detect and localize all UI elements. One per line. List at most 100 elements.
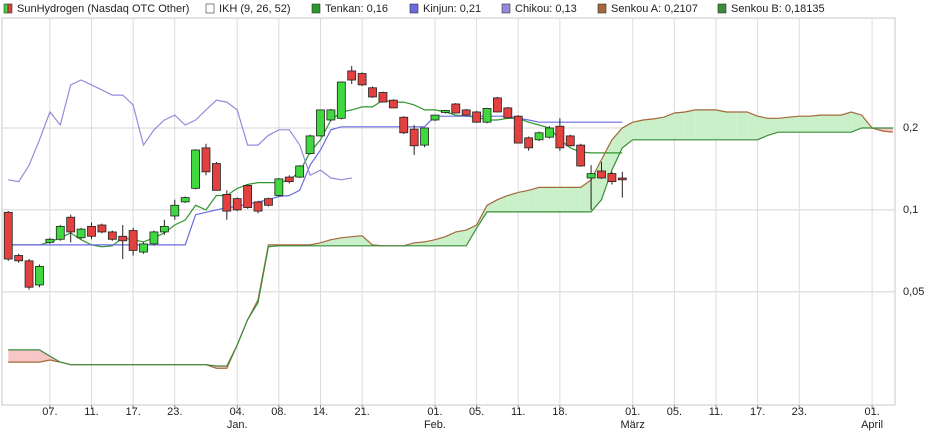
x-tick-label: 08. <box>271 406 286 418</box>
cloud-fill <box>820 115 831 133</box>
candle-body <box>66 216 76 233</box>
y-tick-label: 0,05 <box>903 286 924 298</box>
x-tick-label: 14. <box>313 406 328 418</box>
indicator-line <box>8 79 352 183</box>
cloud-fill <box>8 349 19 363</box>
x-tick-label: 01. <box>625 406 640 418</box>
x-tick-label: 17. <box>125 406 140 418</box>
candle-body <box>399 116 409 134</box>
cloud-fill <box>809 115 821 133</box>
cloud-fill <box>580 179 592 212</box>
candle-body <box>420 127 429 146</box>
candle-body <box>388 99 398 109</box>
candle-body <box>534 132 544 141</box>
cloud-fill <box>726 111 737 140</box>
x-tick-label: 05. <box>469 406 484 418</box>
candle-body <box>326 109 336 121</box>
cloud-fill <box>768 118 779 136</box>
legend-label: Tenkan: 0,16 <box>325 3 388 15</box>
x-tick-label: 11. <box>84 406 98 418</box>
cloud-fill <box>611 127 623 171</box>
legend-swatch <box>501 3 511 14</box>
candle-body <box>274 178 284 196</box>
cloud-fill <box>840 111 852 133</box>
candle-body <box>493 97 502 113</box>
candle-body <box>3 211 13 260</box>
legend-swatch <box>3 3 9 14</box>
candle-body <box>347 70 357 81</box>
candle-body <box>586 173 596 179</box>
candle-body <box>524 137 534 149</box>
legend-label: Senkou B: 0,18135 <box>731 3 825 15</box>
candle-body <box>409 128 419 147</box>
candle-body <box>201 147 211 173</box>
candle-body <box>482 107 492 123</box>
cloud-fill <box>39 349 50 363</box>
legend-label: IKH (9, 26, 52) <box>219 3 291 15</box>
candle-body <box>597 170 606 179</box>
candle-body <box>607 173 617 183</box>
plot-frame <box>1 17 896 406</box>
candle-body <box>336 81 346 119</box>
cloud-fill <box>29 349 40 363</box>
x-tick-label: 17. <box>750 406 765 418</box>
cloud-fill <box>497 195 508 212</box>
cloud-fill <box>559 187 571 212</box>
candle-body <box>451 103 461 114</box>
candle-body <box>24 260 34 288</box>
cloud-fill <box>778 117 789 133</box>
legend-swatch <box>205 3 215 14</box>
candle-body <box>472 111 482 123</box>
cloud-fill <box>18 349 30 363</box>
candle-body <box>357 73 367 86</box>
legend-swatch <box>409 3 419 14</box>
candle-body <box>284 176 294 183</box>
candle-body <box>440 110 450 113</box>
legend: SunHydrogen (Nasdaq OTC Other) IKH (9, 26… <box>3 3 825 15</box>
candle-body <box>513 115 523 144</box>
candle-body <box>191 149 200 189</box>
cloud-fill <box>445 231 456 246</box>
candle-body <box>295 165 305 178</box>
x-tick-label: 04. <box>230 406 245 418</box>
cloud-fill <box>424 239 435 246</box>
candle-body <box>222 194 232 212</box>
candle-body <box>212 163 221 191</box>
candle-body <box>545 127 554 138</box>
candle-body <box>316 109 325 137</box>
candle-body <box>97 224 107 233</box>
cloud-fill <box>528 187 540 212</box>
cloud-fill <box>351 235 363 246</box>
candle-body <box>430 114 440 121</box>
x-month-label: April <box>861 419 883 431</box>
x-month-label: Feb. <box>424 419 446 431</box>
legend-swatch <box>7 3 13 14</box>
cloud-fill <box>653 117 664 140</box>
y-tick-label: 0,2 <box>903 122 918 134</box>
candle-body <box>139 243 148 253</box>
candle-body <box>107 231 117 240</box>
candle-body <box>565 135 575 147</box>
cloud-fill <box>570 187 581 212</box>
cloud-fill <box>518 190 529 212</box>
candle-body <box>159 225 169 233</box>
candle-body <box>180 197 190 203</box>
y-tick-label: 0,1 <box>903 204 918 216</box>
cloud-fill <box>830 115 841 133</box>
cloud-fill <box>455 230 467 246</box>
x-tick-label: 01. <box>427 406 442 418</box>
cloud-fill <box>747 111 758 140</box>
candle-body <box>87 225 96 237</box>
candle-body <box>128 230 138 251</box>
legend-swatch <box>311 3 321 14</box>
x-month-label: Jan. <box>227 419 248 431</box>
candle-body <box>35 266 44 286</box>
cloud-fill <box>341 236 352 246</box>
cloud-fill <box>736 111 748 140</box>
candle-body <box>461 109 471 116</box>
candle-body <box>76 228 86 239</box>
cloud-fill <box>799 116 810 133</box>
cloud-fill <box>715 109 727 140</box>
x-tick-label: 21. <box>354 406 369 418</box>
